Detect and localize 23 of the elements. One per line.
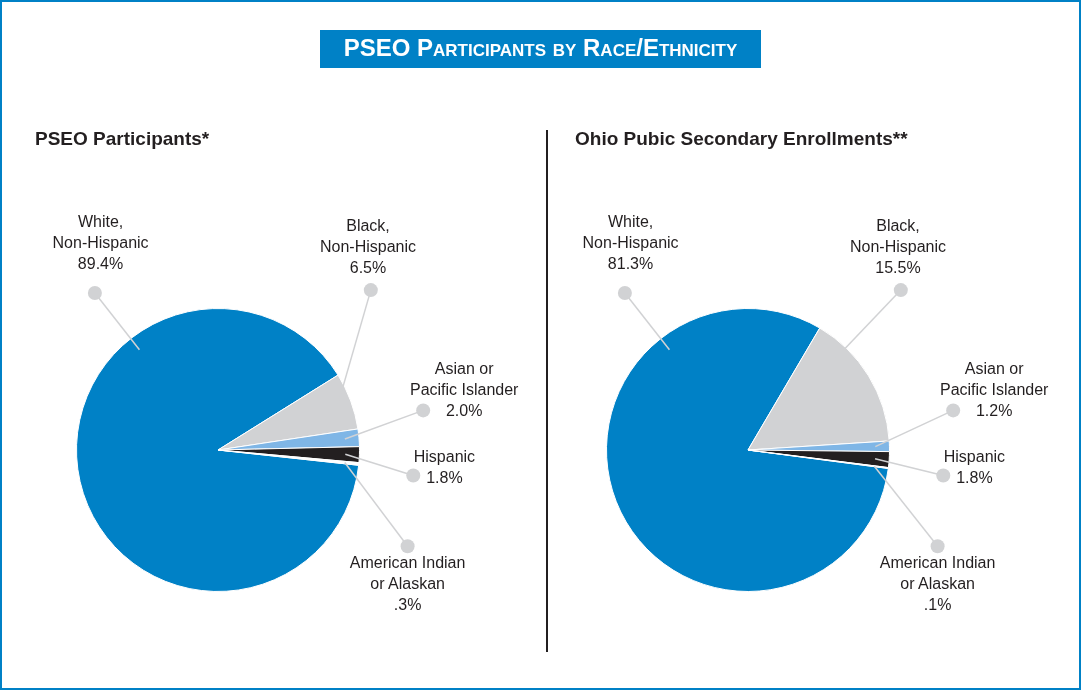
data-label: 81.3% bbox=[607, 254, 654, 272]
data-label: .3% bbox=[393, 595, 422, 613]
slice-label: Hispanic bbox=[413, 448, 476, 466]
data-label: 1.8% bbox=[426, 469, 463, 487]
data-label: 2.0% bbox=[445, 401, 483, 419]
slice-label: Asian or Pacific Islander bbox=[939, 359, 1050, 398]
data-label: 1.8% bbox=[956, 469, 993, 487]
text: PSEO Participants by Race/Ethnicity bbox=[319, 30, 762, 68]
data-label: 6.5% bbox=[349, 259, 387, 277]
slice-label: White, Non-Hispanic bbox=[582, 212, 679, 251]
slice-label: Hispanic bbox=[943, 448, 1006, 466]
chart-title: PSEO Participants* bbox=[35, 128, 210, 150]
slice-label: Black, Non-Hispanic bbox=[319, 217, 417, 256]
slice-label: White, Non-Hispanic bbox=[52, 212, 149, 251]
slice-label: American Indian or Alaskan bbox=[349, 553, 466, 592]
data-label: .1% bbox=[923, 595, 952, 613]
data-label: 1.2% bbox=[975, 401, 1013, 419]
chart-title: Ohio Pubic Secondary Enrollments** bbox=[575, 128, 909, 150]
slice-label: Asian or Pacific Islander bbox=[409, 359, 520, 398]
slice-label: American Indian or Alaskan bbox=[879, 553, 996, 592]
slice-label: Black, Non-Hispanic bbox=[849, 217, 947, 256]
data-label: 89.4% bbox=[77, 254, 124, 272]
data-label: 15.5% bbox=[875, 259, 921, 277]
